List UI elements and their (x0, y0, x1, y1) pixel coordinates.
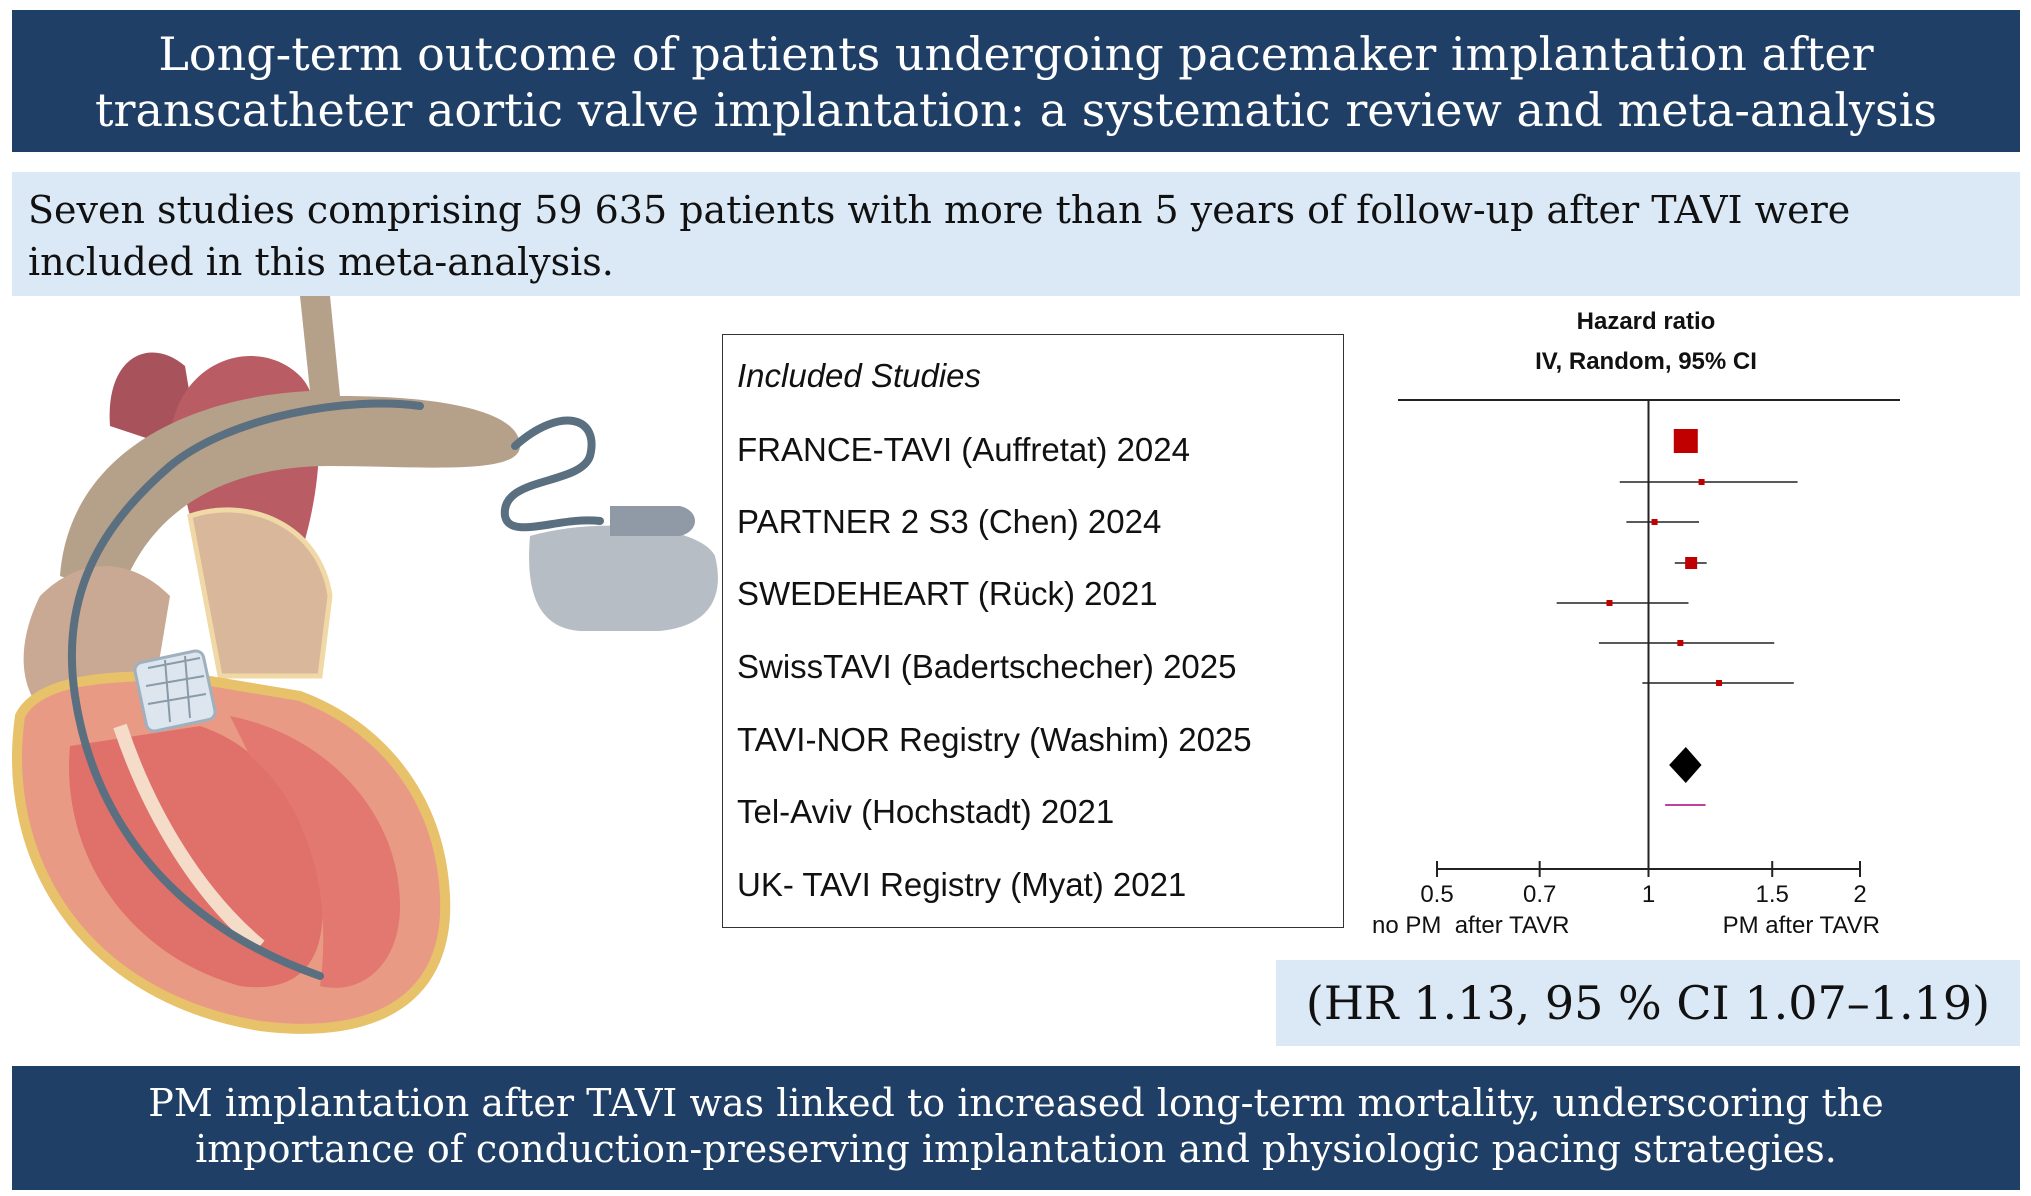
forest-plot-marks: 0.5 0.7 1 1.5 2 (1420, 400, 1867, 908)
pacemaker-header (610, 506, 695, 536)
study-point (1685, 557, 1698, 569)
conclusion-banner: PM implantation after TAVI was linked to… (12, 1066, 2020, 1190)
valve-mesh (145, 655, 207, 723)
x-tick-label: 0.7 (1523, 881, 1556, 908)
study-name: SwissTAVI (Badertschecher) 2025 (737, 648, 1237, 685)
summary-line-1: Seven studies comprising 59 635 patients… (28, 188, 1851, 232)
septum-shape (113, 723, 265, 952)
study-point (1698, 479, 1705, 485)
pacemaker-generator (529, 525, 718, 631)
x-tick-label: 1 (1642, 881, 1655, 908)
valve-frame (133, 649, 217, 733)
pooled-diamond (1669, 747, 1702, 783)
conclusion-line-1: PM implantation after TAVI was linked to… (148, 1081, 1884, 1125)
right-ventricle-shape (69, 726, 323, 988)
forest-plot: Hazard ratio IV, Random, 95% CI 0.5 0.7 1 1… (1372, 308, 1900, 939)
study-point (1677, 640, 1684, 646)
included-studies-box: Included Studies FRANCE-TAVI (Auffretat)… (722, 334, 1344, 928)
study-name: PARTNER 2 S3 (Chen) 2024 (737, 503, 1162, 540)
title-banner: Long-term outcome of patients undergoing… (12, 10, 2020, 152)
pacing-lead (67, 399, 604, 980)
vena-cava-shape (60, 296, 520, 596)
study-point (1673, 429, 1698, 453)
study-name: UK- TAVI Registry (Myat) 2021 (737, 866, 1187, 903)
title-line-2: transcatheter aortic valve implantation:… (95, 83, 1937, 137)
summary-line-2: included in this meta-analysis. (28, 240, 614, 284)
forest-plot-title: Hazard ratio (1577, 308, 1716, 335)
left-ventricle-shape (230, 716, 400, 988)
study-point (1716, 680, 1723, 686)
summary-banner: Seven studies comprising 59 635 patients… (12, 172, 2020, 296)
title-line-1: Long-term outcome of patients undergoing… (158, 27, 1874, 81)
x-tick-label: 2 (1853, 881, 1866, 908)
hr-result-text: (HR 1.13, 95 % CI 1.07–1.19) (1305, 976, 1991, 1030)
x-tick-label: 0.5 (1420, 881, 1453, 908)
x-tick-label: 1.5 (1756, 881, 1789, 908)
forest-left-label: no PM after TAVR (1372, 912, 1569, 939)
hr-result-box: (HR 1.13, 95 % CI 1.07–1.19) (1276, 960, 2020, 1046)
study-point (1651, 519, 1658, 525)
study-point (1606, 600, 1613, 606)
study-name: SWEDEHEART (Rück) 2021 (737, 575, 1158, 612)
forest-right-label: PM after TAVR (1723, 912, 1880, 939)
study-name: TAVI-NOR Registry (Washim) 2025 (737, 721, 1252, 758)
study-name: FRANCE-TAVI (Auffretat) 2024 (737, 431, 1190, 468)
heart-pacemaker-illustration (12, 296, 718, 1034)
study-name: Tel-Aviv (Hochstadt) 2021 (737, 793, 1115, 830)
left-atrium-shape (187, 507, 333, 679)
studies-header: Included Studies (737, 357, 982, 394)
conclusion-line-2: importance of conduction-preserving impl… (195, 1127, 1837, 1171)
forest-plot-subtitle: IV, Random, 95% CI (1535, 348, 1757, 375)
